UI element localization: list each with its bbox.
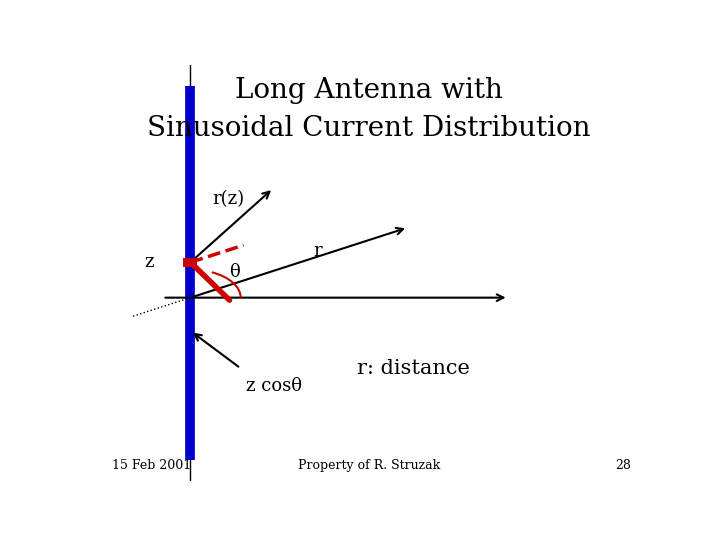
FancyBboxPatch shape [184,258,197,267]
Text: θ: θ [230,263,240,281]
Text: z: z [145,253,154,271]
Text: Property of R. Struzak: Property of R. Struzak [298,460,440,472]
Text: Long Antenna with: Long Antenna with [235,77,503,104]
Text: r: distance: r: distance [357,359,470,378]
Text: z cosθ: z cosθ [246,377,302,395]
Text: Sinusoidal Current Distribution: Sinusoidal Current Distribution [148,114,590,141]
Text: 28: 28 [616,460,631,472]
Text: 15 Feb 2001: 15 Feb 2001 [112,460,192,472]
Text: r: r [313,242,322,260]
Text: r(z): r(z) [213,190,245,208]
